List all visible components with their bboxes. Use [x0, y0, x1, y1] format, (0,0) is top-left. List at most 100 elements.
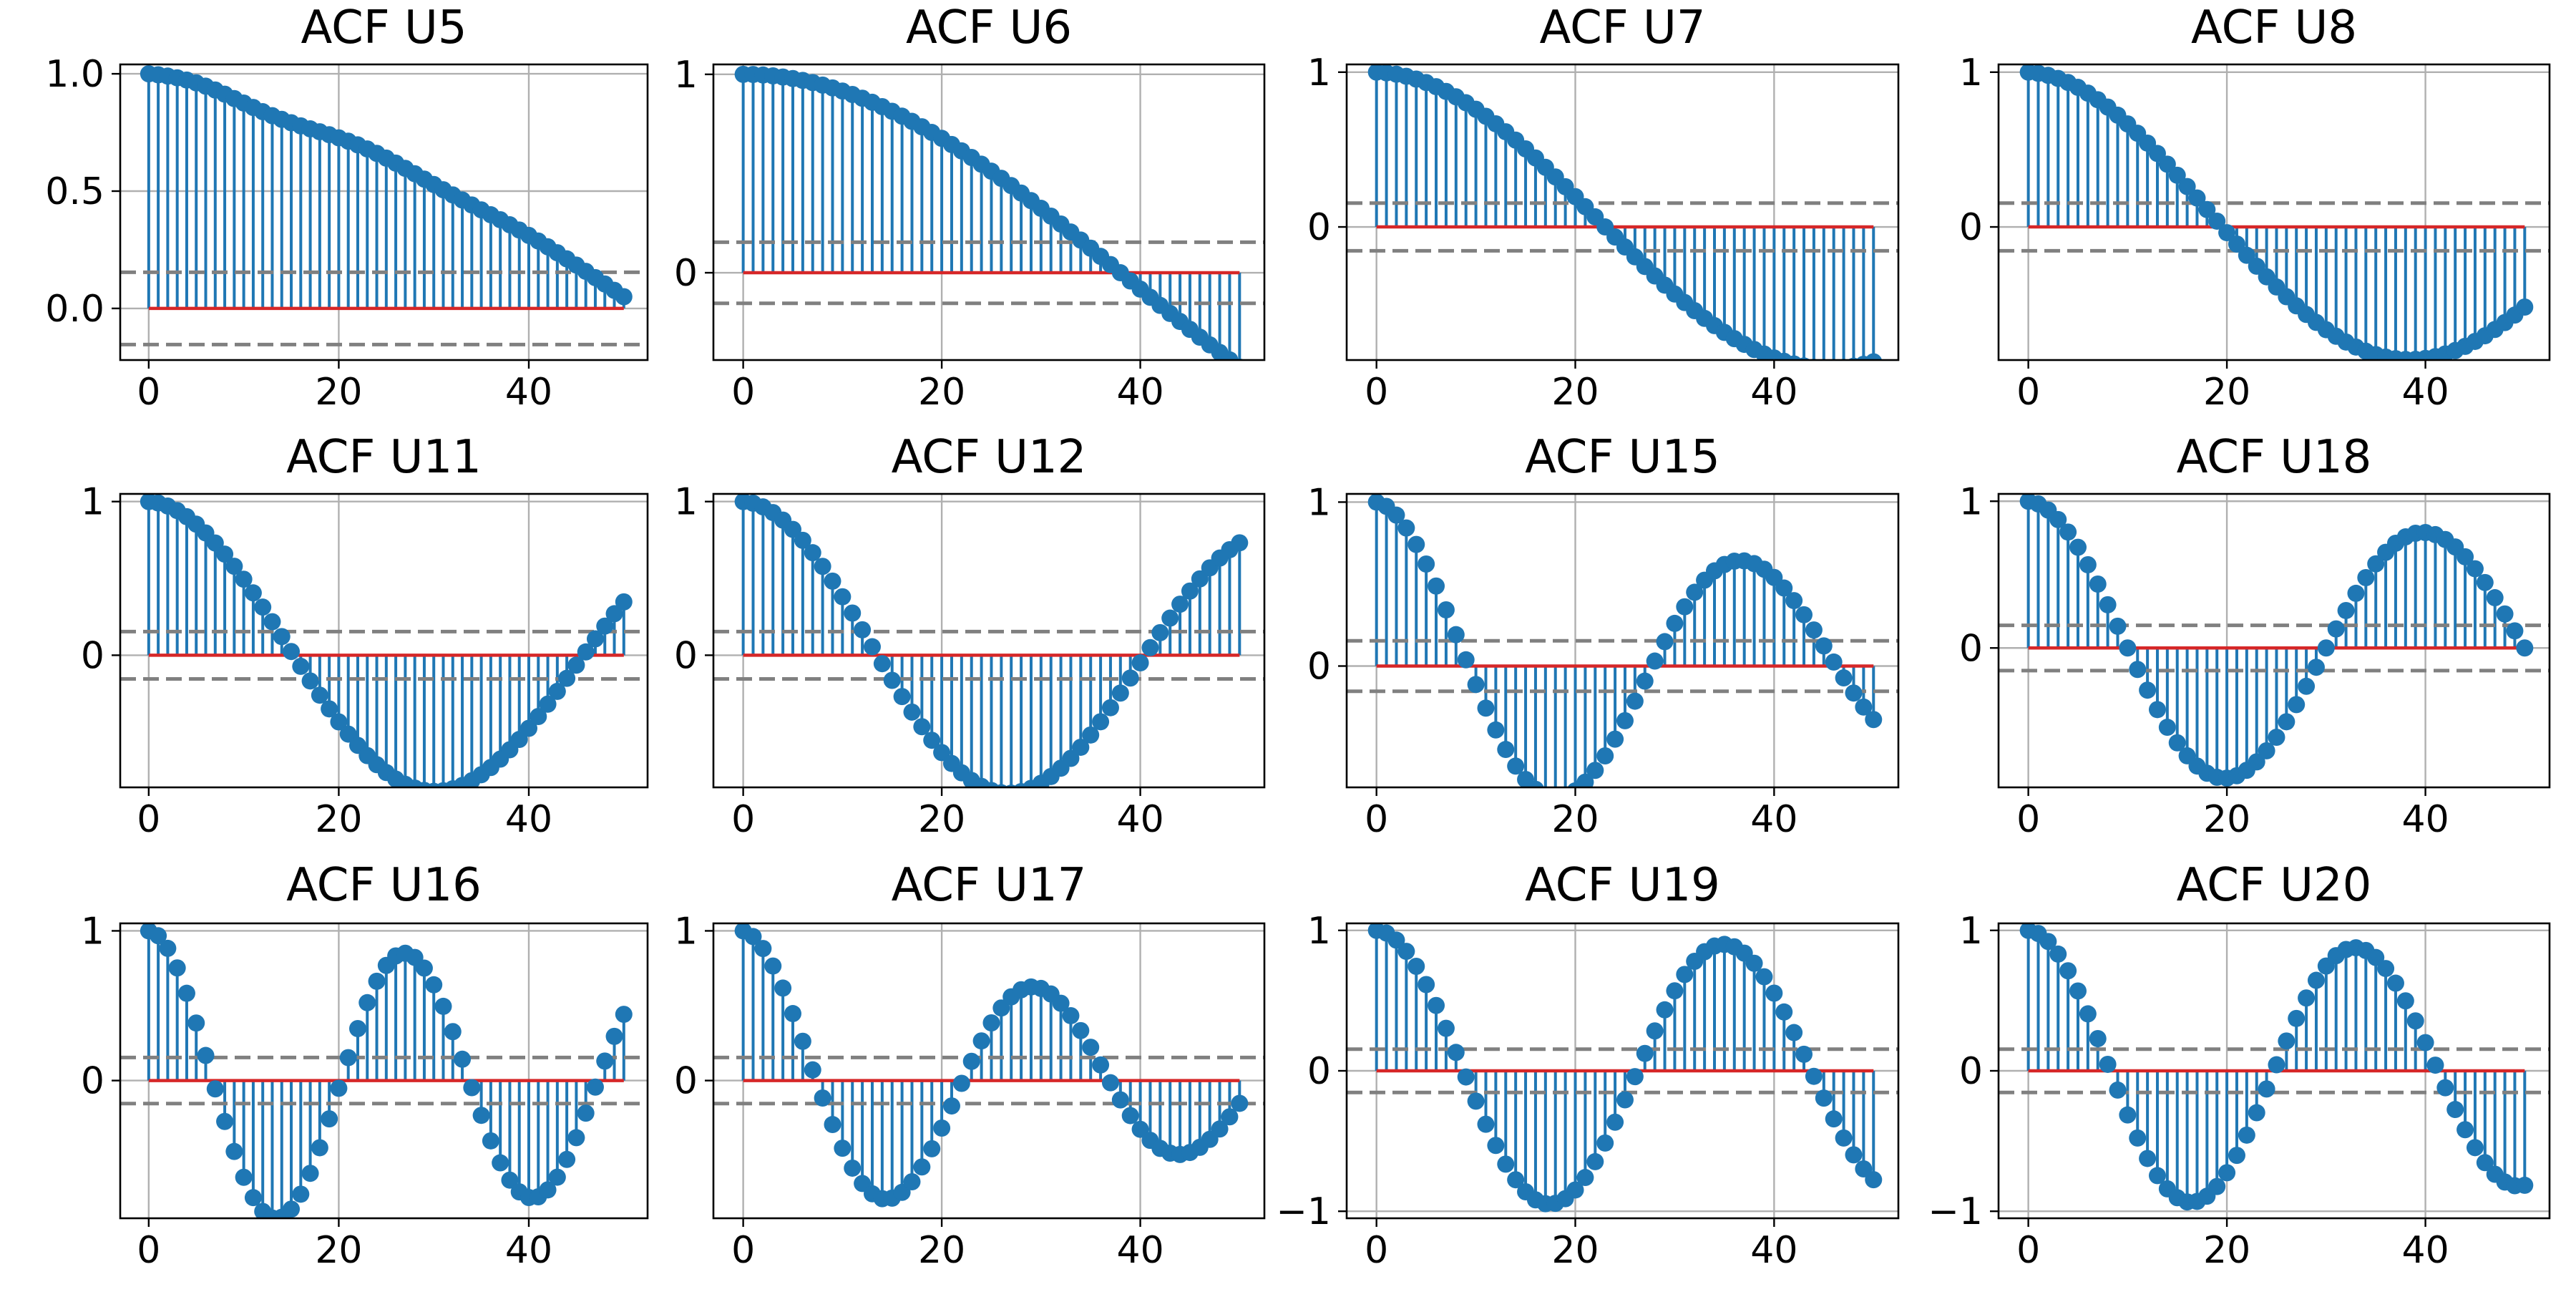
acf-point	[177, 984, 195, 1002]
panel-title: ACF U18	[2177, 431, 2372, 484]
acf-point	[863, 638, 881, 656]
acf-point	[1775, 352, 1793, 360]
acf-point	[1666, 982, 1684, 1000]
acf-point	[2129, 661, 2147, 679]
acf-point	[2099, 596, 2117, 613]
acf-point	[2457, 548, 2474, 565]
acf-panel: 0 20 40 −1 0 1 ACF U20	[1928, 859, 2551, 1272]
y-tick-label: 1	[1959, 52, 1983, 94]
acf-panel: 0 20 40 0 1 ACF U8	[1959, 1, 2551, 414]
acf-point	[2258, 742, 2275, 759]
acf-point	[2347, 584, 2365, 602]
acf-point	[1062, 749, 1080, 767]
x-tick-label: 20	[315, 798, 362, 841]
acf-point	[1865, 711, 1883, 729]
acf-point	[2278, 1032, 2296, 1050]
acf-point	[482, 1132, 499, 1150]
acf-point	[2049, 510, 2067, 528]
acf-panel: 0 20 40 −1 0 1 ACF U19	[1276, 859, 1900, 1272]
acf-point	[2119, 1106, 2137, 1124]
acf-point	[1221, 1108, 1239, 1126]
acf-point	[206, 534, 224, 552]
y-tick-label: −1	[1276, 1190, 1331, 1233]
acf-point	[321, 700, 338, 718]
acf-point	[577, 1104, 595, 1122]
acf-point	[2367, 948, 2385, 966]
acf-point	[577, 643, 595, 661]
acf-point	[1467, 1092, 1485, 1110]
x-tick-label: 0	[1365, 798, 1388, 841]
acf-point	[1151, 623, 1169, 641]
acf-point	[472, 1107, 490, 1125]
acf-point	[1616, 1091, 1634, 1109]
acf-point	[1111, 1091, 1129, 1109]
acf-point	[1795, 606, 1813, 623]
acf-point	[1211, 1120, 1229, 1138]
acf-point	[1855, 1160, 1873, 1178]
acf-point	[1626, 692, 1644, 710]
y-tick-label: 0	[674, 252, 698, 295]
acf-point	[1121, 1107, 1139, 1125]
y-tick-label: 0	[1307, 646, 1331, 689]
acf-point	[1666, 614, 1684, 632]
plot-area	[120, 494, 648, 787]
acf-point	[2457, 1121, 2474, 1139]
acf-point	[444, 1023, 462, 1041]
acf-point	[1191, 570, 1209, 588]
acf-point	[774, 979, 792, 997]
acf-point	[501, 1171, 519, 1189]
acf-point	[2218, 1164, 2236, 1182]
acf-point	[586, 1078, 604, 1096]
acf-point	[1566, 1181, 1584, 1199]
acf-point	[794, 531, 811, 549]
axes-frame	[1345, 63, 1900, 361]
acf-point	[1755, 968, 1773, 986]
x-tick-label: 0	[731, 371, 755, 414]
acf-point	[1072, 1021, 1090, 1039]
acf-point	[605, 605, 623, 623]
acf-panel: 0 20 40 0 1 ACF U17	[674, 859, 1266, 1272]
acf-point	[1835, 1129, 1853, 1147]
y-tick-label: 1	[674, 54, 698, 97]
y-tick-label: 0	[1959, 206, 1983, 249]
acf-point	[2367, 555, 2385, 573]
acf-point	[1497, 741, 1515, 759]
acf-point	[1111, 684, 1129, 702]
x-tick-label: 0	[137, 1229, 160, 1272]
acf-point	[1616, 711, 1634, 729]
acf-point	[2049, 945, 2067, 963]
axes-frame	[1997, 63, 2551, 361]
x-tick-label: 20	[2203, 798, 2250, 841]
acf-point	[1161, 609, 1179, 627]
acf-point	[244, 1189, 262, 1207]
acf-point	[1387, 931, 1405, 949]
acf-point	[854, 621, 872, 638]
acf-point	[844, 604, 862, 622]
plot-area	[1999, 923, 2550, 1211]
y-tick-label: 1	[1307, 910, 1331, 953]
acf-point	[2119, 639, 2137, 657]
acf-point	[1815, 637, 1833, 655]
acf-point	[2307, 659, 2325, 676]
acf-point	[824, 572, 841, 590]
acf-point	[983, 782, 1000, 787]
panel-title: ACF U8	[2191, 1, 2357, 54]
acf-point	[330, 713, 348, 731]
acf-point	[2158, 155, 2176, 173]
axes-frame	[119, 492, 649, 789]
acf-point	[2079, 1005, 2097, 1023]
acf-point	[263, 613, 281, 631]
plot-area	[713, 65, 1264, 360]
acf-point	[330, 1079, 348, 1097]
acf-point	[321, 1110, 338, 1128]
acf-point	[834, 588, 852, 606]
acf-point	[982, 1014, 1000, 1032]
acf-point	[2446, 1101, 2464, 1119]
acf-point	[1428, 577, 1445, 595]
acf-point	[530, 708, 547, 726]
acf-point	[2228, 1147, 2245, 1165]
acf-point	[1606, 1113, 1624, 1131]
acf-point	[301, 1165, 319, 1182]
acf-point	[1052, 994, 1070, 1012]
acf-point	[558, 669, 576, 687]
